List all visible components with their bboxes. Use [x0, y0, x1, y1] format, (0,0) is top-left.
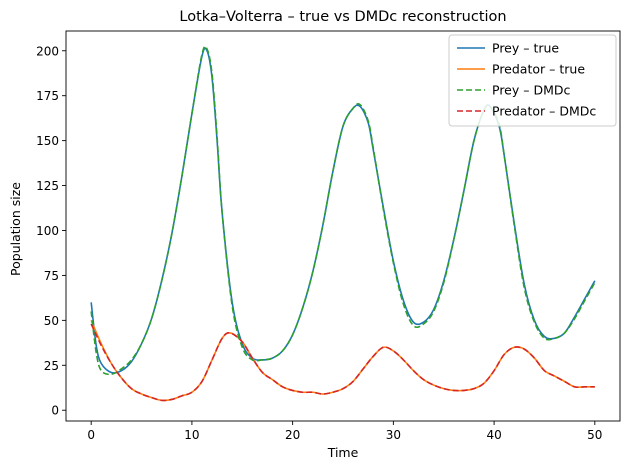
x-tick-label: 10: [184, 428, 199, 442]
y-tick-label: 75: [44, 269, 59, 283]
y-tick-label: 175: [36, 89, 59, 103]
plot-area: 0 10 20 30 40 50 0 25 50 75 100 125 150 175 200: [36, 30, 621, 442]
y-tick-label: 25: [44, 359, 59, 373]
legend-label-prey-true: Prey – true: [492, 41, 559, 56]
series-line-predator-dmdc: [90, 323, 595, 402]
x-tick-label: 50: [587, 428, 602, 442]
legend-label-predator-dmdc: Predator – DMDc: [492, 104, 596, 119]
y-tick-label: 150: [36, 134, 59, 148]
y-tick-label: 0: [51, 404, 59, 418]
y-tick-label: 125: [36, 179, 59, 193]
y-tick-label: 100: [36, 224, 59, 238]
y-tick-label: 50: [44, 314, 59, 328]
x-tick-label: 40: [486, 428, 501, 442]
x-axis-label: Time: [327, 445, 359, 460]
legend: Prey – true Predator – true Prey – DMDc Pre…: [448, 34, 617, 127]
x-tick-label: 0: [87, 428, 95, 442]
legend-label-prey-dmdc: Prey – DMDc: [492, 83, 571, 98]
y-axis-ticks: 0 25 50 75 100 125 150 175 200: [36, 44, 66, 418]
axes-frame: [65, 30, 621, 422]
legend-box: [448, 34, 617, 127]
series-line-prey-dmdc: [90, 45, 596, 376]
series-layer: [90, 45, 596, 402]
y-axis-label: Population size: [8, 182, 23, 276]
chart-title: Lotka–Volterra – true vs DMDc reconstruc…: [179, 9, 506, 25]
legend-label-predator-true: Predator – true: [492, 62, 585, 77]
y-tick-label: 200: [36, 44, 59, 58]
x-tick-label: 30: [386, 428, 401, 442]
x-tick-label: 20: [285, 428, 300, 442]
x-axis-ticks: 0 10 20 30 40 50: [87, 421, 602, 442]
